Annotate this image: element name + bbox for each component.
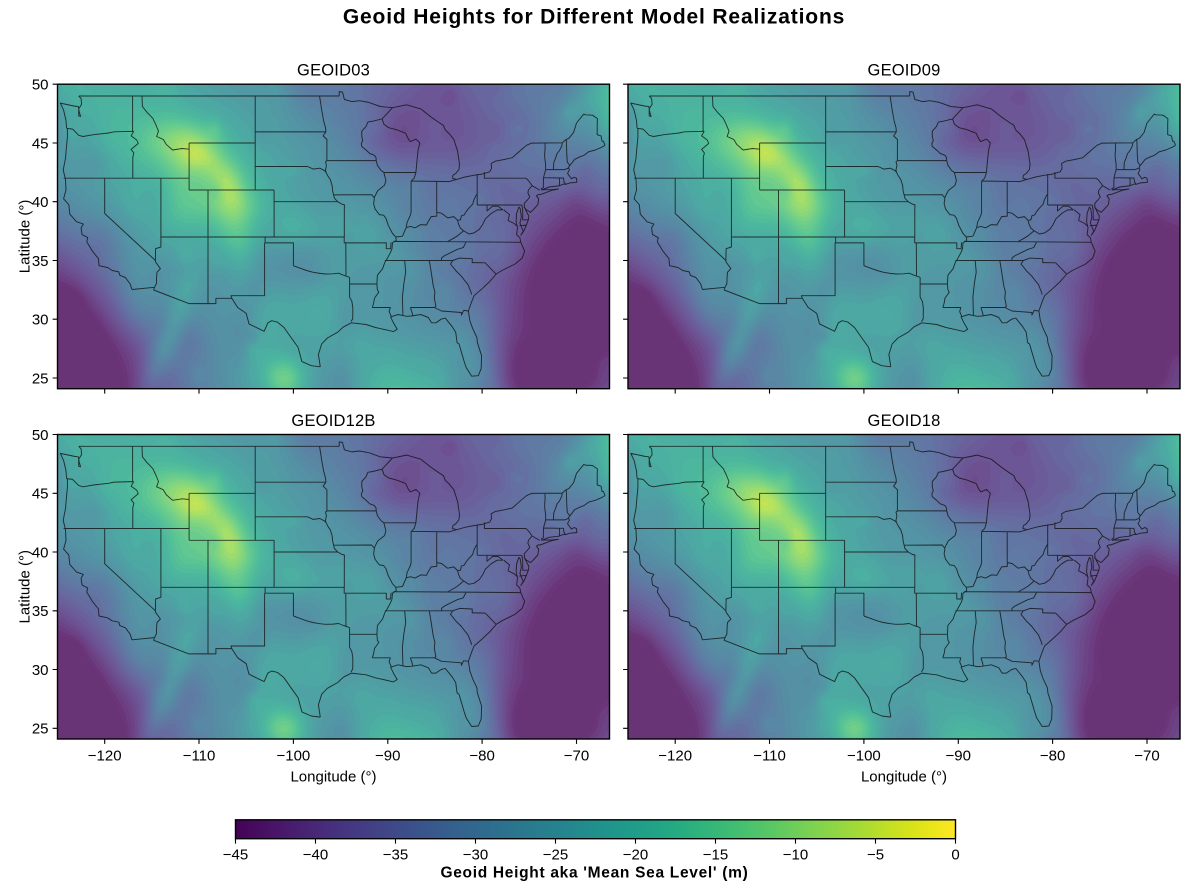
svg-text:30: 30 (32, 312, 49, 329)
svg-text:−80: −80 (1040, 747, 1065, 764)
svg-text:Latitude (°): Latitude (°) (17, 550, 34, 624)
svg-text:45: 45 (32, 135, 49, 152)
svg-text:30: 30 (32, 662, 49, 679)
svg-text:−15: −15 (703, 846, 728, 863)
svg-text:−20: −20 (623, 846, 648, 863)
svg-text:35: 35 (32, 253, 49, 270)
svg-text:−25: −25 (543, 846, 568, 863)
svg-text:Longitude (°): Longitude (°) (861, 769, 947, 786)
svg-text:GEOID18: GEOID18 (868, 412, 941, 430)
svg-text:50: 50 (32, 77, 49, 94)
svg-text:35: 35 (32, 603, 49, 620)
svg-text:−70: −70 (564, 747, 589, 764)
svg-text:GEOID12B: GEOID12B (291, 412, 375, 430)
svg-text:−5: −5 (867, 846, 884, 863)
svg-text:GEOID09: GEOID09 (868, 62, 941, 80)
svg-text:−90: −90 (375, 747, 400, 764)
svg-text:Longitude (°): Longitude (°) (290, 769, 376, 786)
svg-text:−80: −80 (469, 747, 494, 764)
svg-text:−70: −70 (1134, 747, 1159, 764)
svg-text:50: 50 (32, 427, 49, 444)
svg-text:−35: −35 (383, 846, 408, 863)
svg-text:0: 0 (951, 846, 959, 863)
svg-text:−100: −100 (847, 747, 881, 764)
svg-text:Latitude (°): Latitude (°) (17, 200, 34, 274)
svg-text:25: 25 (32, 721, 49, 738)
svg-text:−30: −30 (463, 846, 488, 863)
svg-text:−40: −40 (303, 846, 328, 863)
svg-text:Geoid Height aka 'Mean Sea Lev: Geoid Height aka 'Mean Sea Level' (m) (440, 865, 748, 882)
svg-text:−110: −110 (183, 747, 216, 764)
svg-text:45: 45 (32, 486, 49, 503)
svg-text:−120: −120 (88, 747, 122, 764)
svg-text:40: 40 (32, 544, 49, 561)
svg-text:−45: −45 (223, 846, 248, 863)
svg-text:GEOID03: GEOID03 (297, 62, 370, 80)
svg-text:−100: −100 (276, 747, 310, 764)
svg-text:Geoid Heights for Different Mo: Geoid Heights for Different Model Realiz… (343, 6, 845, 29)
svg-text:40: 40 (32, 194, 49, 211)
svg-text:25: 25 (32, 370, 49, 387)
svg-text:−90: −90 (946, 747, 971, 764)
svg-text:−120: −120 (658, 747, 692, 764)
svg-text:−10: −10 (783, 846, 808, 863)
svg-text:−110: −110 (753, 747, 786, 764)
